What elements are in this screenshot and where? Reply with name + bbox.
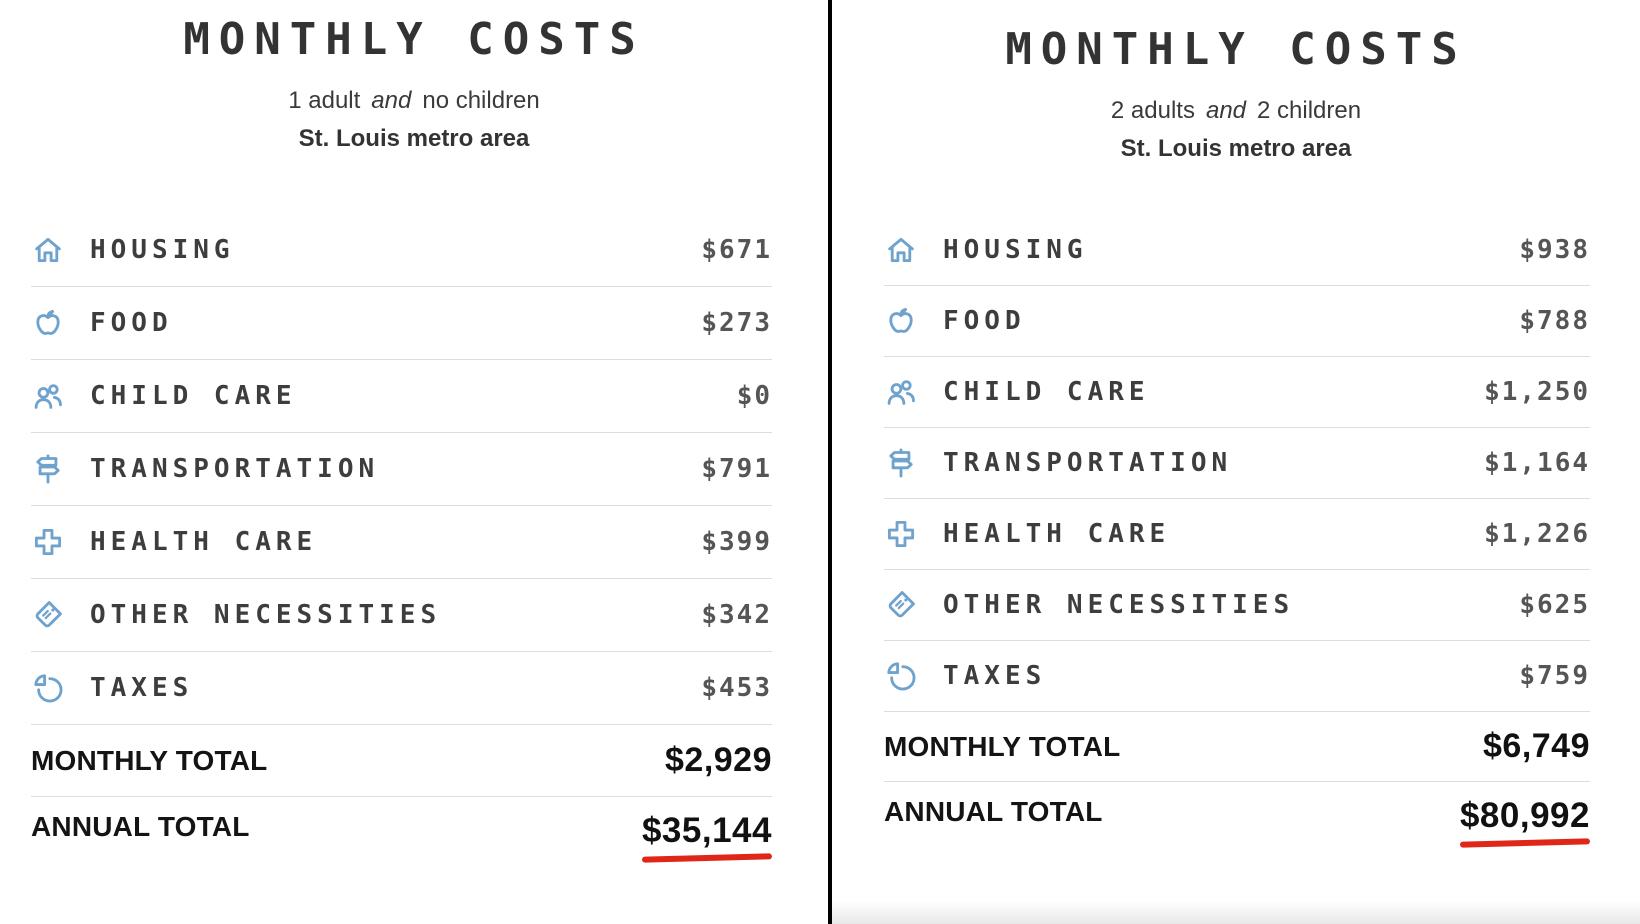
metro-area-label: St. Louis metro area [1120, 135, 1352, 162]
signpost-icon [31, 452, 65, 486]
child-care-row: CHILD CARE $1,250 [884, 356, 1590, 427]
cost-value: $453 [701, 673, 772, 703]
cost-rows: HOUSING $938 FOOD $788 CHILD CARE $1,250 [884, 214, 1590, 711]
cost-category-label: FOOD [943, 306, 1026, 336]
bottom-fade [832, 900, 1640, 924]
cost-value: $273 [701, 308, 772, 338]
panel-title: MONTHLY COSTS [1005, 24, 1467, 75]
annual-total-row: ANNUAL TOTAL $80,992 [884, 781, 1591, 851]
cost-value: $1,250 [1484, 377, 1590, 407]
signpost-icon [884, 446, 918, 480]
health-care-row: HEALTH CARE $399 [31, 505, 772, 578]
pie-chart-icon [31, 671, 65, 705]
cost-value: $0 [736, 381, 772, 411]
apple-icon [31, 306, 65, 340]
cost-category-label: FOOD [90, 308, 173, 338]
cost-category-label: OTHER NECESSITIES [943, 590, 1295, 620]
apple-icon [884, 304, 918, 338]
cost-category-label: CHILD CARE [943, 377, 1150, 407]
taxes-row: TAXES $453 [31, 651, 772, 724]
other-necessities-row: OTHER NECESSITIES $342 [31, 578, 772, 651]
cost-value: $1,164 [1484, 448, 1590, 478]
red-underline [641, 853, 773, 863]
cost-rows: HOUSING $671 FOOD $273 CHILD CARE $0 [31, 213, 772, 724]
monthly-total-row: MONTHLY TOTAL $6,749 [884, 711, 1590, 781]
red-underline [1459, 838, 1591, 848]
cost-value: $342 [701, 600, 772, 630]
cost-category-label: HEALTH CARE [90, 527, 318, 557]
cost-value: $625 [1519, 590, 1590, 620]
cost-value: $938 [1519, 234, 1590, 265]
transportation-row: TRANSPORTATION $791 [31, 432, 772, 505]
monthly-total-label: MONTHLY TOTAL [31, 744, 268, 776]
family-composition: 2 adults and 2 children [832, 96, 1640, 126]
cost-category-label: TRANSPORTATION [943, 448, 1233, 478]
people-icon [884, 375, 918, 409]
medical-cross-icon [31, 525, 65, 559]
child-care-row: CHILD CARE $0 [31, 359, 772, 432]
budget-panel-2-adults-2-children: MONTHLY COSTS 2 adults and 2 children St. … [832, 0, 1640, 924]
price-tag-icon [31, 598, 65, 632]
totals-section: MONTHLY TOTAL $2,929 ANNUAL TOTAL $35,14… [31, 724, 773, 876]
other-necessities-row: OTHER NECESSITIES $625 [884, 569, 1590, 640]
cost-value: $671 [701, 234, 772, 265]
price-tag-icon [884, 588, 918, 622]
annual-total-value-wrap: $35,144 [641, 811, 773, 863]
cost-category-label: TAXES [90, 673, 194, 703]
cost-category-label: HOUSING [943, 234, 1088, 265]
cost-category-label: HEALTH CARE [943, 519, 1171, 549]
cost-category-label: CHILD CARE [90, 381, 297, 411]
transportation-row: TRANSPORTATION $1,164 [884, 427, 1590, 498]
food-row: FOOD $788 [884, 285, 1590, 356]
annual-total-value: $80,992 [1459, 796, 1590, 835]
annual-total-label: ANNUAL TOTAL [31, 811, 250, 842]
monthly-total-label: MONTHLY TOTAL [884, 730, 1121, 762]
annual-total-value-wrap: $80,992 [1459, 796, 1591, 848]
cost-value: $759 [1519, 661, 1590, 691]
panel-title: MONTHLY COSTS [183, 14, 645, 65]
totals-section: MONTHLY TOTAL $6,749 ANNUAL TOTAL $80,99… [884, 711, 1591, 851]
adults-count: 1 adult [288, 87, 361, 114]
annual-total-row: ANNUAL TOTAL $35,144 [31, 796, 773, 876]
monthly-total-row: MONTHLY TOTAL $2,929 [31, 724, 772, 796]
taxes-row: TAXES $759 [884, 640, 1590, 711]
health-care-row: HEALTH CARE $1,226 [884, 498, 1590, 569]
cost-category-label: HOUSING [90, 234, 235, 265]
panel-divider [828, 0, 832, 924]
annual-total-value: $35,144 [641, 811, 772, 850]
conjunction: and [371, 87, 412, 114]
children-count: no children [422, 87, 540, 114]
food-row: FOOD $273 [31, 286, 772, 359]
metro-area-label: St. Louis metro area [298, 125, 530, 152]
housing-row: HOUSING $671 [31, 213, 772, 286]
monthly-total-value: $2,929 [665, 741, 772, 779]
cost-value: $791 [701, 454, 772, 484]
pie-chart-icon [884, 659, 918, 693]
cost-category-label: OTHER NECESSITIES [90, 600, 442, 630]
children-count: 2 children [1257, 97, 1362, 124]
housing-row: HOUSING $938 [884, 214, 1590, 285]
budget-panel-1-adult: MONTHLY COSTS 1 adult and no children St. … [0, 14, 828, 876]
adults-count: 2 adults [1110, 97, 1195, 124]
cost-category-label: TRANSPORTATION [90, 454, 380, 484]
monthly-total-value: $6,749 [1483, 727, 1590, 765]
medical-cross-icon [884, 517, 918, 551]
panel-header: MONTHLY COSTS 2 adults and 2 children St. … [832, 24, 1640, 164]
panel-header: MONTHLY COSTS 1 adult and no children St. … [0, 14, 828, 154]
cost-category-label: TAXES [943, 661, 1047, 691]
house-icon [31, 233, 65, 267]
cost-value: $1,226 [1484, 519, 1590, 549]
people-icon [31, 379, 65, 413]
family-composition: 1 adult and no children [0, 86, 828, 116]
cost-value: $788 [1519, 306, 1590, 336]
house-icon [884, 233, 918, 267]
conjunction: and [1205, 97, 1247, 124]
annual-total-label: ANNUAL TOTAL [884, 796, 1103, 827]
cost-value: $399 [701, 527, 772, 557]
